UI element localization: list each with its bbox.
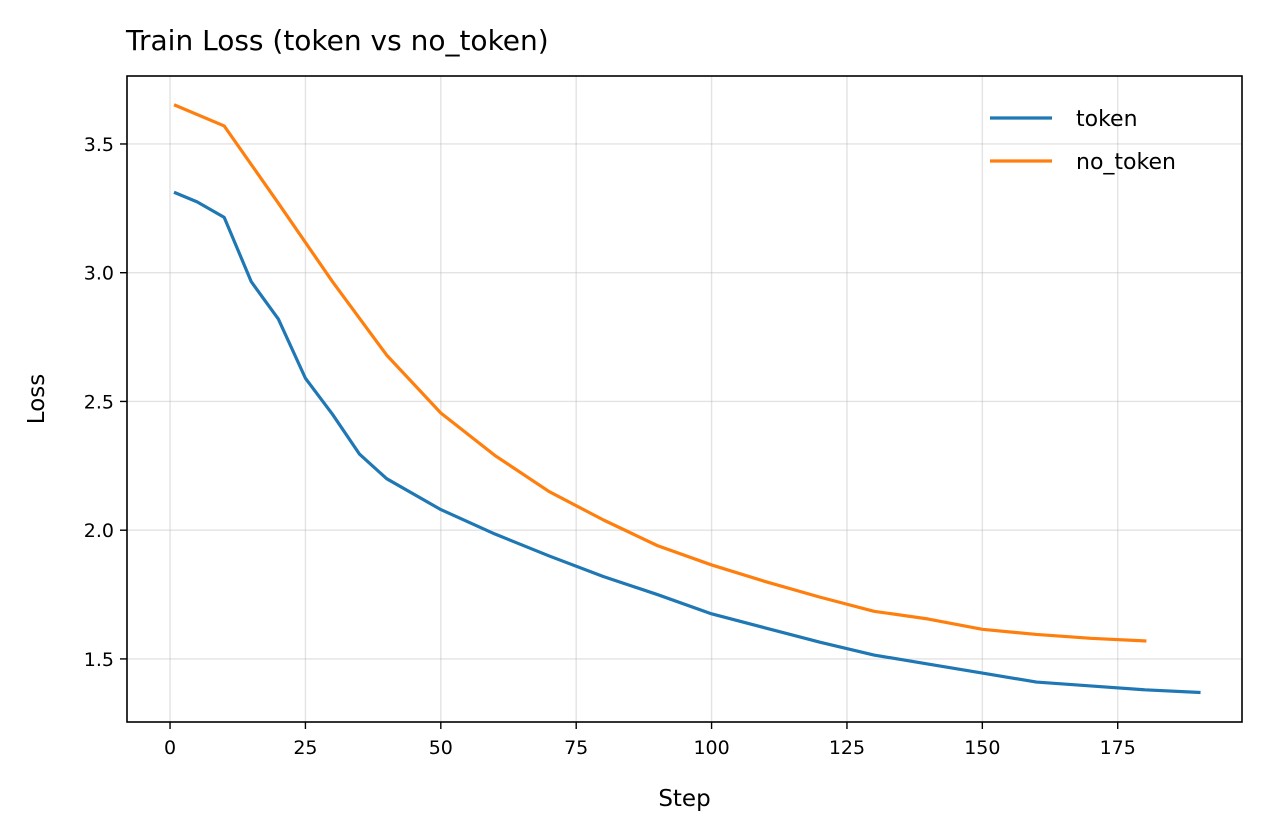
x-tick-label: 150 [964, 737, 1000, 759]
x-tick-label: 175 [1100, 737, 1136, 759]
series-line-token [173, 190, 1201, 695]
y-axis-label: Loss [24, 374, 50, 424]
x-tick-label: 125 [829, 737, 865, 759]
gridlines [127, 76, 1242, 722]
y-tick-label: 2.0 [84, 520, 114, 542]
x-tick-label: 75 [564, 737, 588, 759]
x-tick-label: 0 [164, 737, 176, 759]
axis-ticks: 0 25 50 75 100 125 150 175 1.5 2.0 2.5 3.0 3.5 [84, 134, 1136, 759]
series-lines [173, 103, 1201, 695]
legend-label-token: token [1076, 107, 1138, 132]
x-tick-label: 100 [693, 737, 729, 759]
chart-title: Train Loss (token vs no_token) [125, 24, 549, 57]
y-tick-label: 3.0 [84, 263, 114, 285]
legend-label-no-token: no_token [1076, 150, 1176, 175]
series-line-no-token [173, 103, 1147, 643]
x-tick-label: 25 [293, 737, 317, 759]
x-tick-label: 50 [429, 737, 453, 759]
y-tick-label: 2.5 [84, 391, 114, 413]
plot-frame [126, 75, 1243, 723]
x-axis-label: Step [658, 786, 710, 812]
legend: token no_token [990, 107, 1176, 175]
y-tick-label: 3.5 [84, 134, 114, 156]
y-tick-label: 1.5 [84, 649, 114, 671]
